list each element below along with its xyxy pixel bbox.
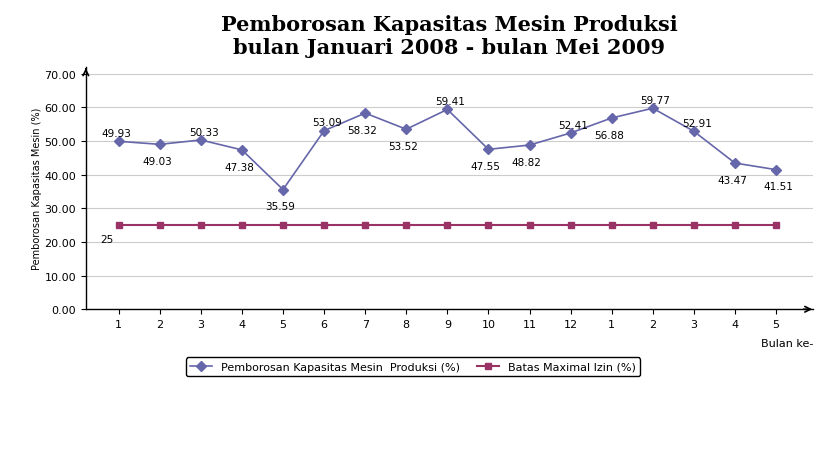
Text: 41.51: 41.51	[763, 182, 793, 192]
Text: 25: 25	[100, 234, 113, 244]
Text: 35.59: 35.59	[265, 202, 294, 212]
Text: 59.77: 59.77	[640, 96, 670, 106]
Text: 48.82: 48.82	[511, 157, 541, 167]
Text: 52.41: 52.41	[557, 120, 588, 131]
Text: 56.88: 56.88	[593, 130, 623, 140]
Title: Pemborosan Kapasitas Mesin Produksi
bulan Januari 2008 - bulan Mei 2009: Pemborosan Kapasitas Mesin Produksi bula…	[221, 15, 677, 58]
Text: 53.09: 53.09	[312, 118, 342, 128]
Text: 59.41: 59.41	[435, 97, 465, 107]
Text: 52.91: 52.91	[681, 119, 710, 129]
Text: 53.52: 53.52	[388, 142, 418, 151]
Text: 50.33: 50.33	[189, 127, 218, 138]
Legend: Pemborosan Kapasitas Mesin  Produksi (%), Batas Maximal Izin (%): Pemborosan Kapasitas Mesin Produksi (%),…	[185, 358, 639, 376]
Text: 49.03: 49.03	[142, 156, 172, 167]
Text: 47.38: 47.38	[224, 162, 254, 172]
Text: 43.47: 43.47	[716, 175, 746, 185]
Text: 58.32: 58.32	[347, 125, 377, 136]
Text: 49.93: 49.93	[101, 129, 131, 139]
Y-axis label: Pemborosan Kapasitas Mesin (%): Pemborosan Kapasitas Mesin (%)	[31, 108, 41, 270]
Text: Bulan ke-: Bulan ke-	[760, 338, 812, 349]
Text: 47.55: 47.55	[471, 162, 500, 172]
